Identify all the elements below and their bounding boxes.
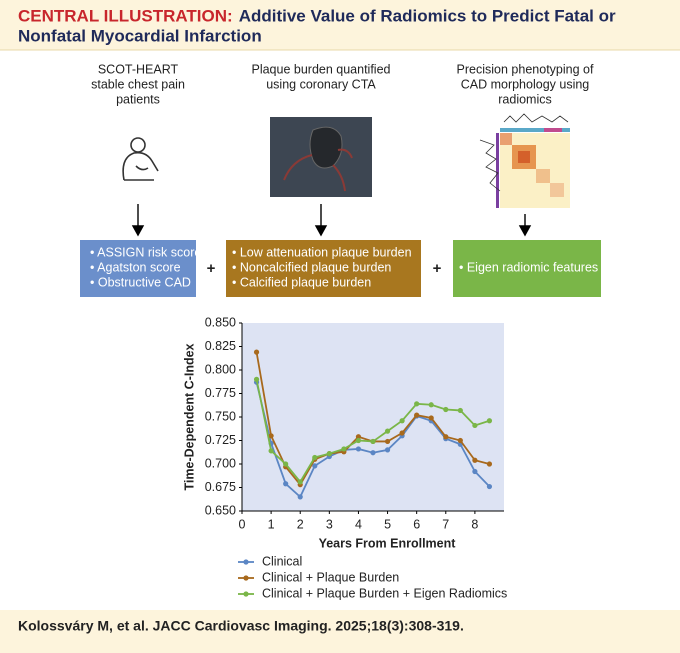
- data-point: [384, 428, 391, 434]
- data-point: [355, 446, 362, 452]
- x-tick-label: 7: [442, 517, 449, 531]
- data-point: [443, 434, 449, 440]
- box-item: • Noncalcified plaque burden: [232, 260, 391, 274]
- data-point: [370, 438, 376, 445]
- data-point: [312, 463, 318, 469]
- y-tick-label: 0.850: [205, 315, 236, 329]
- legend-marker: [243, 591, 249, 597]
- data-point: [457, 437, 463, 444]
- box-item: • Obstructive CAD: [90, 275, 191, 289]
- data-point: [399, 418, 405, 424]
- data-point: [283, 461, 289, 467]
- column-caption: Plaque burden quantified: [251, 62, 390, 76]
- header-label: CENTRAL ILLUSTRATION:: [18, 6, 233, 25]
- y-tick-label: 0.775: [205, 386, 236, 400]
- data-point: [457, 407, 463, 414]
- header-title: Additive Value of Radiomics to Predict F…: [239, 6, 616, 25]
- data-point: [414, 401, 420, 407]
- data-point: [355, 437, 362, 444]
- legend-marker: [243, 559, 249, 565]
- data-point: [428, 402, 434, 408]
- x-tick-label: 2: [297, 517, 304, 531]
- column-caption: using coronary CTA: [266, 77, 376, 91]
- column-caption: SCOT-HEART: [98, 62, 179, 76]
- box-item: • ASSIGN risk score: [90, 245, 201, 259]
- x-tick-label: 5: [384, 517, 391, 531]
- y-tick-label: 0.800: [205, 362, 236, 376]
- data-point: [370, 450, 376, 456]
- data-point: [384, 447, 391, 453]
- data-point: [253, 349, 260, 355]
- plaque-box: [226, 240, 421, 297]
- data-point: [268, 433, 274, 439]
- y-tick-label: 0.650: [205, 503, 236, 517]
- x-tick-label: 0: [239, 517, 246, 531]
- arrows: [131, 204, 532, 237]
- y-tick-label: 0.750: [205, 409, 236, 423]
- x-tick-label: 3: [326, 517, 333, 531]
- data-point: [486, 418, 493, 424]
- legend-label: Clinical + Plaque Burden: [262, 570, 399, 584]
- legend-marker: [243, 575, 249, 581]
- box-item: • Calcified plaque burden: [232, 275, 371, 289]
- box-item: • Eigen radiomic features: [459, 260, 598, 274]
- header-title: Nonfatal Myocardial Infarction: [18, 26, 262, 45]
- data-point: [297, 479, 303, 485]
- data-point: [297, 494, 303, 500]
- operator: +: [433, 260, 442, 277]
- ct-image: [270, 117, 372, 197]
- data-point: [312, 454, 318, 461]
- data-point: [355, 434, 362, 440]
- data-point: [472, 422, 478, 429]
- data-point: [384, 438, 391, 445]
- citation: Kolossváry M, et al. JACC Cardiovasc Ima…: [18, 618, 464, 634]
- radiomics-box: [453, 240, 601, 297]
- data-point: [283, 481, 289, 487]
- column-caption: stable chest pain: [91, 77, 185, 91]
- legend-label: Clinical + Plaque Burden + Eigen Radiomi…: [262, 586, 507, 600]
- patient-icon: [122, 137, 159, 181]
- y-tick-label: 0.675: [205, 480, 236, 494]
- column-caption: Precision phenotyping of: [457, 62, 594, 76]
- box-item: • Agatston score: [90, 260, 181, 274]
- plot-area: [242, 323, 504, 511]
- clinical-box: [80, 240, 196, 297]
- x-tick-label: 4: [355, 517, 362, 531]
- data-point: [472, 457, 478, 463]
- footer-band: [0, 610, 680, 653]
- data-point: [414, 412, 420, 418]
- box-item: • Low attenuation plaque burden: [232, 245, 412, 259]
- y-tick-label: 0.725: [205, 433, 236, 447]
- data-point: [443, 406, 449, 413]
- y-axis-label: Time-Dependent C-Index: [182, 343, 196, 490]
- x-axis-label: Years From Enrollment: [319, 536, 457, 550]
- legend-label: Clinical: [262, 554, 302, 568]
- column-caption: patients: [116, 92, 160, 106]
- data-point: [428, 415, 434, 421]
- data-point: [472, 468, 478, 475]
- data-point: [486, 483, 493, 490]
- column-caption: CAD morphology using: [461, 77, 590, 91]
- x-tick-label: 8: [471, 517, 478, 531]
- x-tick-label: 1: [268, 517, 275, 531]
- radiomics-heatmap: [479, 113, 570, 208]
- y-tick-label: 0.700: [205, 456, 236, 470]
- data-point: [399, 430, 405, 436]
- column-caption: radiomics: [498, 92, 552, 106]
- x-tick-label: 6: [413, 517, 420, 531]
- data-point: [253, 376, 260, 382]
- operator: +: [207, 260, 216, 277]
- data-point: [341, 446, 347, 452]
- header-band: [0, 0, 680, 50]
- data-point: [486, 461, 493, 467]
- data-point: [326, 451, 332, 457]
- data-point: [268, 448, 274, 454]
- y-tick-label: 0.825: [205, 339, 236, 353]
